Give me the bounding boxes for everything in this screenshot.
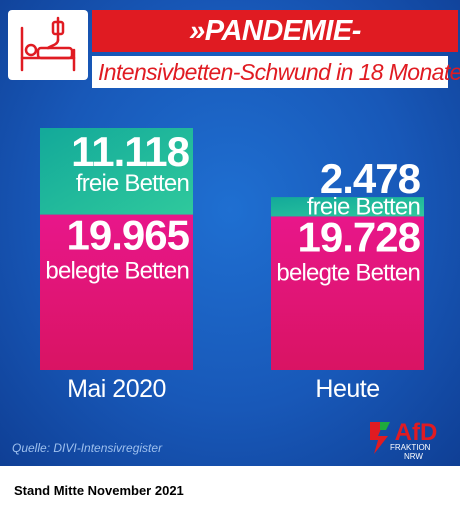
value-label-freie-2: 2.478 xyxy=(320,155,421,202)
category-label-1: Mai 2020 xyxy=(67,375,166,403)
bar-freie-1 xyxy=(40,128,193,215)
footnote: Stand Mitte November 2021 xyxy=(14,483,184,498)
category-label-2: Heute xyxy=(315,375,379,403)
hospital-bed-icon xyxy=(20,16,76,72)
series-label-belegte-2: belegte Betten xyxy=(276,259,420,286)
subtitle-band: Intensivbetten-Schwund in 18 Monaten: xyxy=(92,56,460,88)
value-label-belegte-1: 19.965 xyxy=(67,212,190,259)
value-label-freie-1: 11.118 xyxy=(71,128,189,175)
series-label-freie-1: freie Betten xyxy=(76,170,189,197)
bar-belegte-2 xyxy=(271,216,424,370)
infographic-panel: »PANDEMIE-MANAGEMENT« Intensivbetten-Sch… xyxy=(0,0,460,466)
bar-freie-2 xyxy=(271,197,424,217)
afd-logo-text: AfD xyxy=(395,419,438,446)
page-subtitle: Intensivbetten-Schwund in 18 Monaten: xyxy=(98,59,460,85)
source-note: Quelle: DIVI-Intensivregister xyxy=(12,441,163,455)
afd-logo-line1: FRAKTION xyxy=(390,443,431,452)
bar-belegte-1 xyxy=(40,214,193,370)
series-label-belegte-1: belegte Betten xyxy=(45,258,189,285)
afd-logo: AfD FRAKTION NRW xyxy=(370,419,438,461)
header-icon-box xyxy=(8,10,88,80)
afd-logo-line2: NRW xyxy=(404,452,423,461)
series-label-freie-2: freie Betten xyxy=(307,193,420,220)
value-label-belegte-2: 19.728 xyxy=(298,213,421,260)
